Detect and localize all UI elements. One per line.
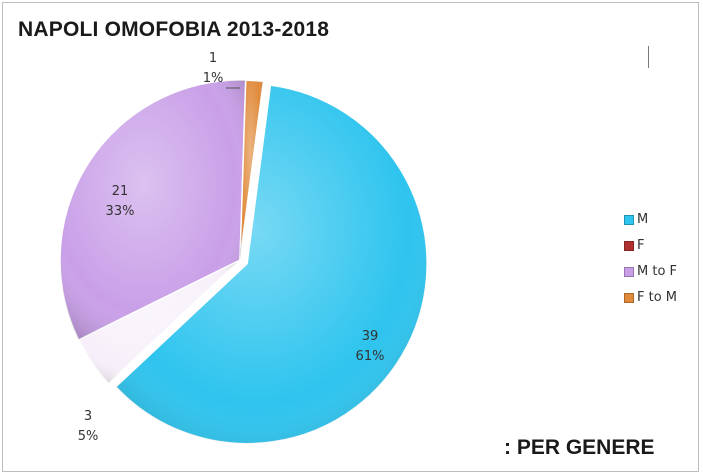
- text-cursor: [648, 46, 649, 68]
- pie-slice-shading: [78, 260, 240, 384]
- data-label-value: 39: [362, 329, 379, 344]
- legend-swatch: [624, 215, 634, 225]
- data-label-value: 21: [112, 184, 129, 199]
- data-label-value: 1: [209, 51, 217, 66]
- legend-label: M to F: [637, 264, 678, 279]
- pie-slice-shading: [240, 80, 264, 260]
- chart-subtitle: : PER GENERE: [504, 436, 655, 459]
- pie-slice-shading: [59, 80, 246, 340]
- legend-swatch: [624, 293, 634, 303]
- legend-label: F to M: [637, 290, 678, 305]
- data-label-value: 3: [84, 409, 92, 424]
- legend-swatch: [624, 267, 634, 277]
- data-label-percent: 33%: [106, 204, 135, 219]
- legend-label: M: [637, 212, 649, 227]
- legend-swatch: [624, 241, 634, 251]
- legend-label: F: [637, 238, 645, 253]
- data-label-percent: 5%: [78, 429, 99, 444]
- pie-slice-shading: [115, 85, 428, 444]
- data-label-percent: 1%: [203, 71, 224, 86]
- data-label-percent: 61%: [356, 349, 385, 364]
- chart-title: NAPOLI OMOFOBIA 2013-2018: [18, 18, 330, 41]
